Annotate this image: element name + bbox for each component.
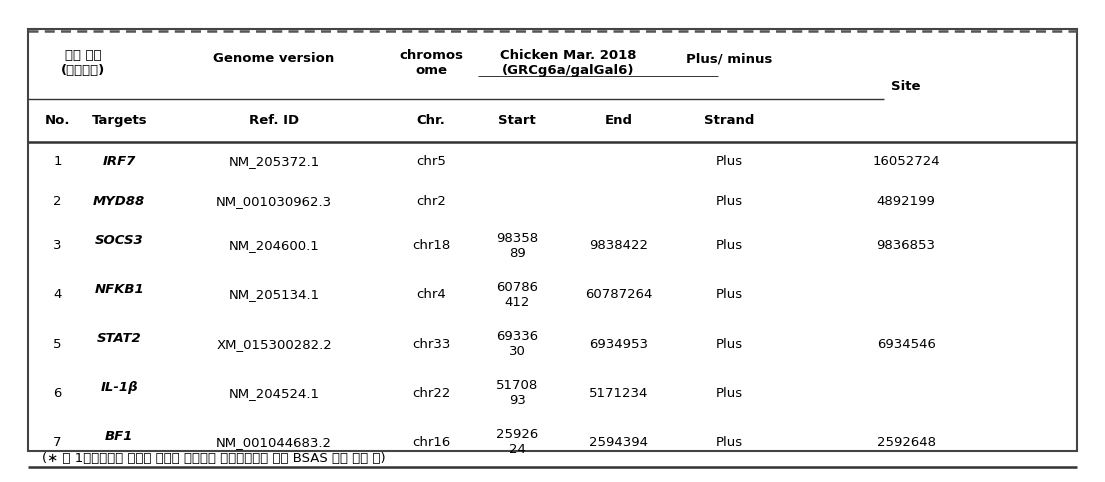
Text: Ref. ID: Ref. ID (249, 114, 299, 127)
Text: 6934953: 6934953 (589, 338, 649, 350)
Text: Plus: Plus (716, 436, 743, 449)
Text: NM_204600.1: NM_204600.1 (229, 240, 319, 252)
Text: Plus: Plus (716, 195, 743, 208)
Text: 1: 1 (53, 156, 62, 168)
Text: 69336
30: 69336 30 (496, 330, 538, 358)
Text: Plus: Plus (716, 240, 743, 252)
Text: chr18: chr18 (412, 240, 450, 252)
Text: Start: Start (498, 114, 536, 127)
Text: IL-1β: IL-1β (101, 381, 138, 394)
Text: chromos
ome: chromos ome (399, 49, 463, 77)
Text: chr4: chr4 (417, 289, 445, 301)
Text: No.: No. (44, 114, 71, 127)
Text: 9838422: 9838422 (589, 240, 649, 252)
Text: NM_001044683.2: NM_001044683.2 (217, 436, 332, 449)
Text: MYD88: MYD88 (93, 195, 146, 208)
Text: Plus: Plus (716, 387, 743, 400)
Text: Strand: Strand (704, 114, 755, 127)
Text: Genome version: Genome version (213, 53, 335, 65)
Text: XM_015300282.2: XM_015300282.2 (217, 338, 332, 350)
Text: Chr.: Chr. (417, 114, 445, 127)
Text: Site: Site (892, 80, 920, 93)
Text: 98358
89: 98358 89 (496, 232, 538, 260)
Text: NM_205372.1: NM_205372.1 (229, 156, 319, 168)
Text: 51708
93: 51708 93 (496, 379, 538, 407)
Text: 7: 7 (53, 436, 62, 449)
Text: Plus: Plus (716, 156, 743, 168)
Text: BF1: BF1 (105, 430, 134, 443)
Text: 3: 3 (53, 240, 62, 252)
Text: 6: 6 (53, 387, 62, 400)
Text: 4: 4 (53, 289, 62, 301)
Text: 60787264: 60787264 (586, 289, 652, 301)
Text: 9836853: 9836853 (876, 240, 936, 252)
Text: chr5: chr5 (415, 156, 446, 168)
Text: IRF7: IRF7 (103, 156, 136, 168)
Text: chr22: chr22 (412, 387, 450, 400)
Text: NM_205134.1: NM_205134.1 (229, 289, 319, 301)
Text: (∗ 제 1협동과제와 동일한 유전체 영역에서 타겟유전자에 대한 BSAS 분석 실시 중): (∗ 제 1협동과제와 동일한 유전체 영역에서 타겟유전자에 대한 BSAS … (42, 453, 386, 465)
Text: chr2: chr2 (415, 195, 446, 208)
Text: 5171234: 5171234 (589, 387, 649, 400)
Text: Chicken Mar. 2018
(GRCg6a/galGal6): Chicken Mar. 2018 (GRCg6a/galGal6) (499, 49, 636, 77)
Text: NM_204524.1: NM_204524.1 (229, 387, 319, 400)
Text: SOCS3: SOCS3 (95, 234, 144, 246)
Text: 25926
24: 25926 24 (496, 428, 538, 456)
Text: chr16: chr16 (412, 436, 450, 449)
FancyBboxPatch shape (28, 29, 1077, 451)
Text: 4892199: 4892199 (876, 195, 936, 208)
Text: Targets: Targets (92, 114, 147, 127)
Text: End: End (604, 114, 633, 127)
Text: 5: 5 (53, 338, 62, 350)
Text: 6934546: 6934546 (876, 338, 936, 350)
Text: 2594394: 2594394 (589, 436, 649, 449)
Text: Plus: Plus (716, 289, 743, 301)
Text: STAT2: STAT2 (97, 332, 141, 345)
Text: NM_001030962.3: NM_001030962.3 (215, 195, 333, 208)
Text: 2: 2 (53, 195, 62, 208)
Text: Plus: Plus (716, 338, 743, 350)
Text: 16052724: 16052724 (872, 156, 940, 168)
Text: chr33: chr33 (412, 338, 450, 350)
Text: 타겟 이름
(유전자명): 타겟 이름 (유전자명) (61, 49, 105, 77)
Text: 60786
412: 60786 412 (496, 281, 538, 309)
Text: Plus/ minus: Plus/ minus (686, 53, 772, 65)
Text: NFKB1: NFKB1 (94, 283, 145, 295)
Text: 2592648: 2592648 (876, 436, 936, 449)
